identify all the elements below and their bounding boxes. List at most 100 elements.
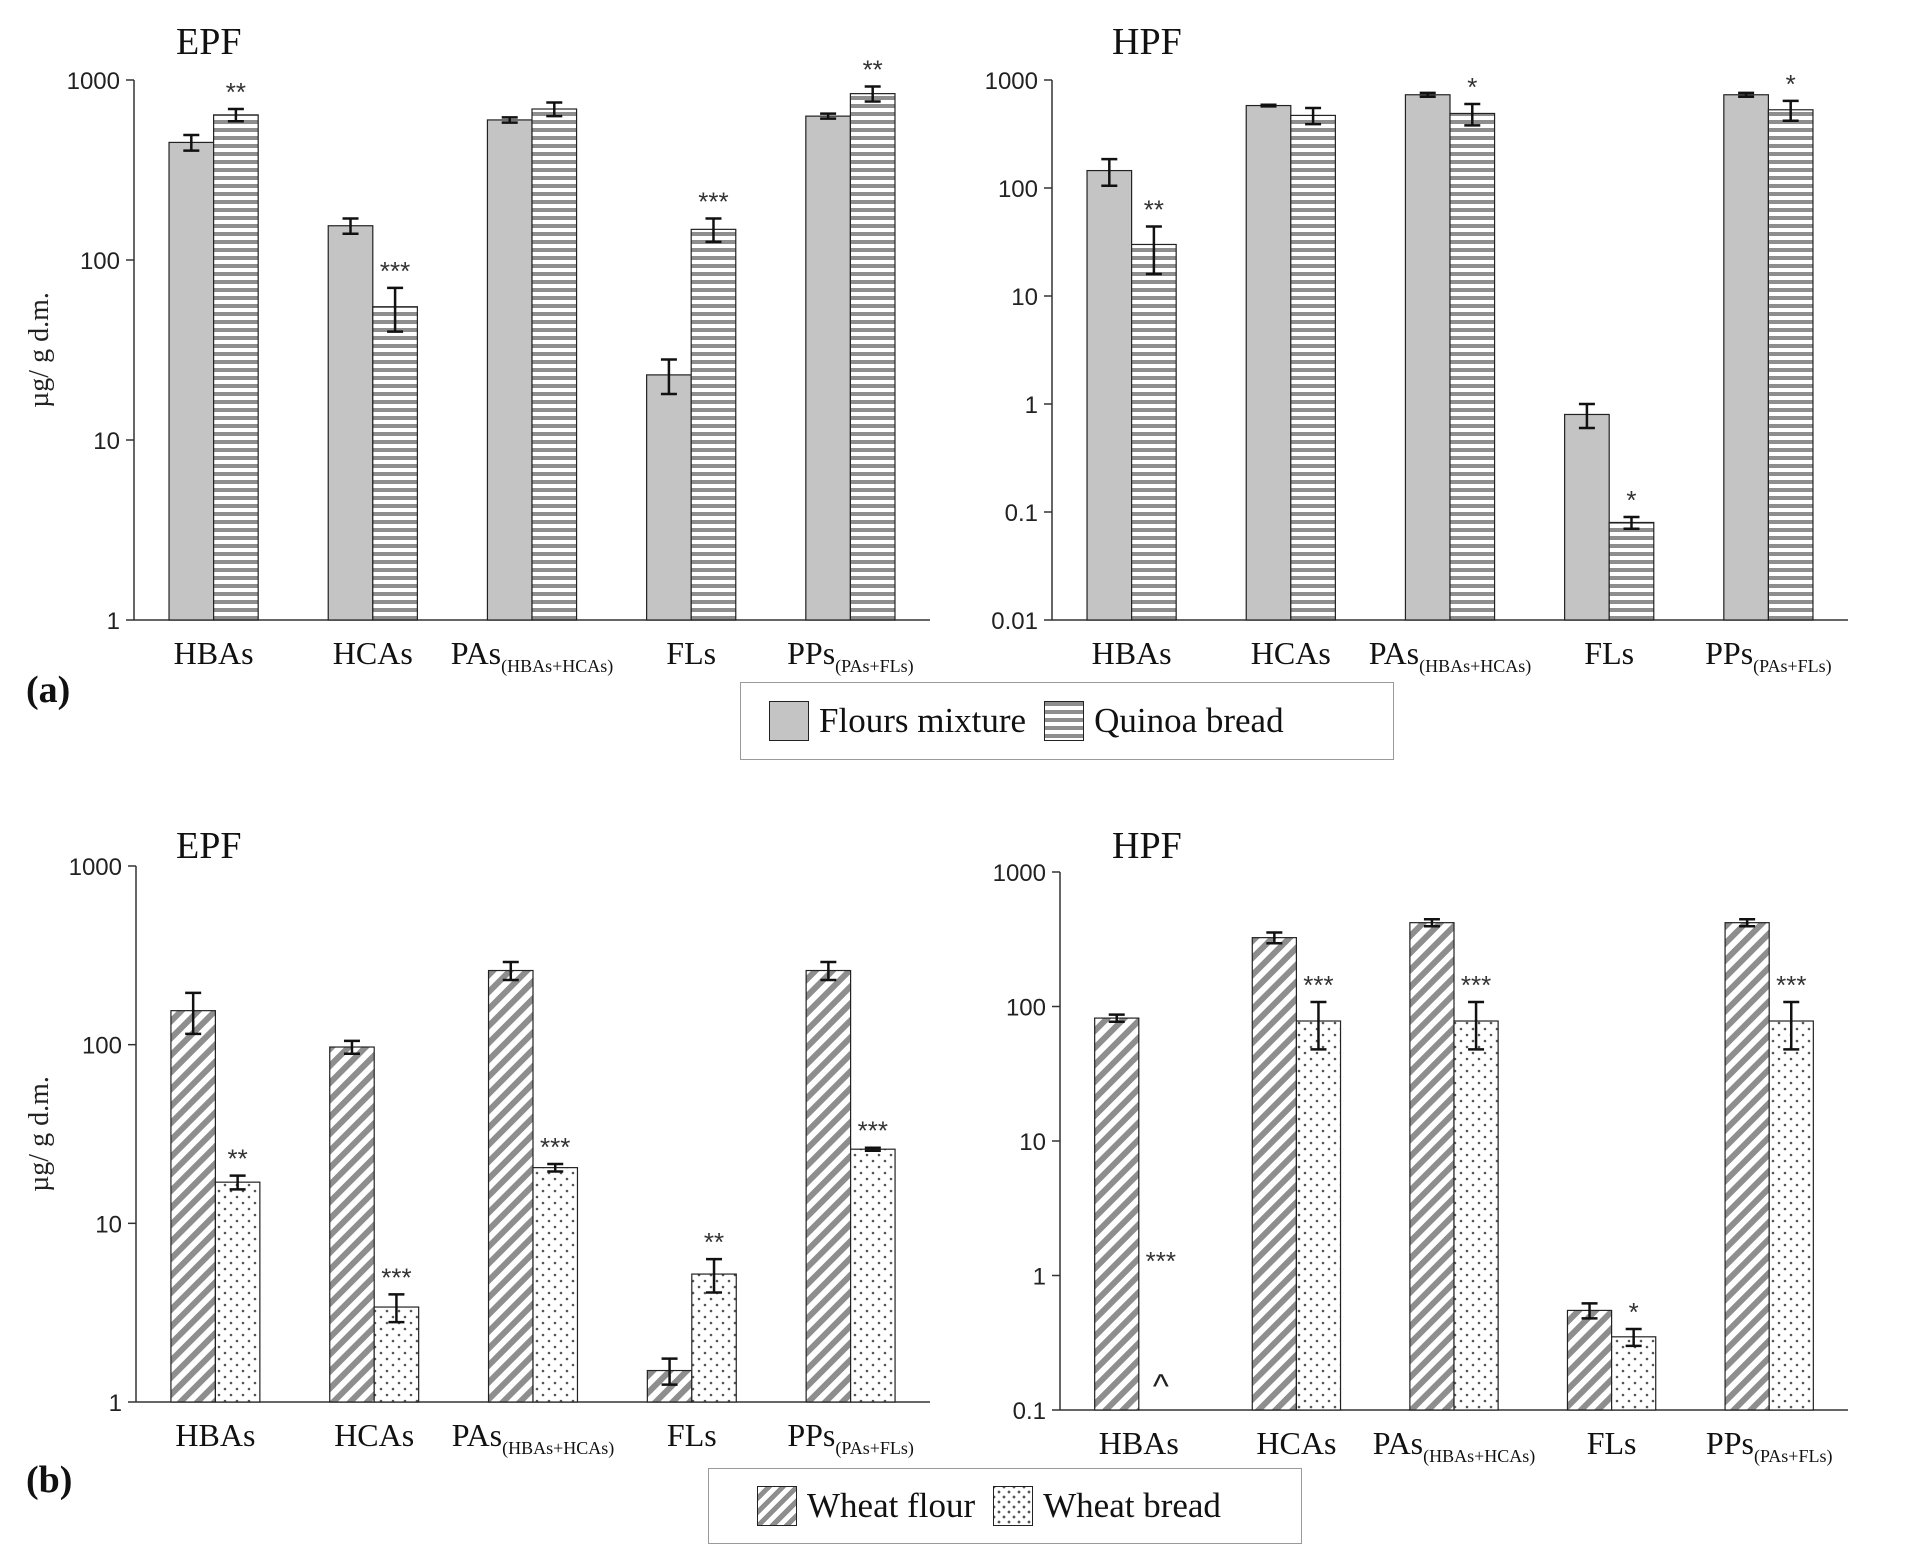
- panel-label-a: (a): [26, 669, 71, 711]
- x-tick-label: PAs(HBAs+HCAs): [451, 635, 614, 677]
- x-tick-subscript: (PAs+FLs): [835, 1438, 914, 1459]
- y-axis-label: µg/ g d.m.: [24, 292, 55, 408]
- y-tick-label: 10: [93, 428, 120, 455]
- bar-dots: [849, 1148, 896, 1403]
- bar-hstripe: [690, 228, 737, 621]
- x-tick-label: PPs(PAs+FLs): [1705, 635, 1832, 677]
- bar-diag: [329, 1046, 375, 1403]
- y-tick-label: 1000: [993, 860, 1046, 887]
- x-tick-label: HBAs: [1092, 635, 1172, 671]
- y-tick-label: 1: [1033, 1264, 1046, 1291]
- x-tick-subscript: (PAs+FLs): [835, 656, 914, 677]
- x-tick-main: PAs: [451, 635, 501, 671]
- legend-label: Wheat flour: [807, 1486, 976, 1525]
- significance-label: **: [863, 55, 883, 85]
- x-tick-main: HBAs: [1099, 1425, 1179, 1461]
- x-tick-main: PPs: [1706, 1425, 1754, 1461]
- bar-gray: [805, 115, 851, 621]
- y-tick-label: 100: [80, 248, 120, 275]
- significance-label: ***: [1776, 970, 1806, 1000]
- y-tick-label: 10: [1019, 1129, 1046, 1156]
- bar-hstripe: [372, 306, 418, 621]
- bar-hstripe: [1608, 521, 1655, 621]
- x-tick-label: PAs(HBAs+HCAs): [1373, 1425, 1536, 1467]
- not-detected-mark: ^: [1153, 1368, 1169, 1406]
- legend-label: Quinoa bread: [1094, 701, 1284, 740]
- chart-title: HPF: [1112, 825, 1182, 867]
- bar-dots: [1295, 1020, 1342, 1411]
- x-tick-label: PAs(HBAs+HCAs): [1369, 635, 1532, 677]
- legend-item-quinoa-bread: Quinoa bread: [1044, 701, 1284, 741]
- bar-gray: [1564, 413, 1610, 621]
- legend-swatch-gray: [769, 701, 809, 741]
- significance-label: **: [704, 1227, 724, 1257]
- x-tick-subscript: (PAs+FLs): [1753, 656, 1832, 677]
- significance-label: ***: [540, 1132, 570, 1162]
- chart-title: EPF: [176, 825, 241, 867]
- legend-label: Wheat bread: [1043, 1486, 1221, 1525]
- bar-hstripe: [849, 93, 896, 621]
- y-tick-label: 1: [109, 1390, 122, 1417]
- x-tick-label: HCAs: [1256, 1425, 1336, 1461]
- x-tick-label: PPs(PAs+FLs): [787, 1417, 914, 1459]
- legend-bottom: Wheat flour Wheat bread: [708, 1468, 1302, 1544]
- y-tick-label: 1: [107, 608, 120, 635]
- y-tick-label: 1: [1025, 392, 1038, 419]
- y-tick-label: 0.01: [991, 608, 1038, 635]
- bar-diag: [1566, 1309, 1613, 1411]
- bar-diag: [1724, 922, 1770, 1411]
- x-tick-label: HBAs: [174, 635, 254, 671]
- x-tick-label: FLs: [667, 1417, 717, 1453]
- x-tick-main: PAs: [1373, 1425, 1423, 1461]
- significance-label: **: [226, 77, 246, 107]
- bar-gray: [327, 225, 374, 621]
- bar-gray: [1404, 94, 1451, 621]
- bar-dots: [1453, 1020, 1499, 1411]
- legend-swatch-hstripe: [1044, 701, 1085, 741]
- bar-diag: [1251, 937, 1297, 1411]
- bar-diag: [805, 969, 852, 1403]
- panel-label-b: (b): [26, 1459, 73, 1501]
- x-tick-subscript: (PAs+FLs): [1754, 1446, 1833, 1467]
- y-axis-label: µg/ g d.m.: [24, 1076, 55, 1192]
- x-tick-label: FLs: [666, 635, 716, 671]
- bar-gray: [1086, 169, 1133, 621]
- chart-4: HPF 0.1 1 10 100 1000 HBAs *** ^ HCAs *** PAs(HBAs+…: [993, 825, 1848, 1467]
- bar-hstripe: [1130, 243, 1177, 621]
- significance-label: **: [1144, 195, 1164, 225]
- x-tick-label: HBAs: [1099, 1425, 1179, 1461]
- bar-dots: [532, 1167, 579, 1403]
- x-tick-label: FLs: [1587, 1425, 1637, 1461]
- x-tick-subscript: (HBAs+HCAs): [1423, 1446, 1535, 1467]
- bar-hstripe: [1290, 114, 1336, 621]
- legend-label: Flours mixture: [819, 701, 1027, 740]
- y-tick-label: 10: [1011, 284, 1038, 311]
- x-tick-subscript: (HBAs+HCAs): [502, 1438, 614, 1459]
- bar-hstripe: [1767, 109, 1814, 621]
- x-tick-main: HBAs: [175, 1417, 255, 1453]
- significance-label: ***: [698, 187, 728, 217]
- legend-item-wheat-flour: Wheat flour: [757, 1486, 975, 1526]
- x-tick-label: HCAs: [334, 1417, 414, 1453]
- x-tick-label: HCAs: [1251, 635, 1331, 671]
- bar-diag: [487, 969, 534, 1403]
- legend-top: Flours mixture Quinoa bread: [740, 682, 1394, 760]
- x-tick-label: PPs(PAs+FLs): [1706, 1425, 1833, 1467]
- significance-label: ***: [858, 1116, 888, 1146]
- bar-gray: [646, 374, 692, 621]
- x-tick-main: PAs: [1369, 635, 1419, 671]
- x-tick-main: FLs: [667, 1417, 717, 1453]
- y-tick-label: 10: [95, 1211, 122, 1238]
- significance-label: *: [1786, 69, 1796, 99]
- bar-gray: [486, 119, 533, 621]
- legend-item-wheat-bread: Wheat bread: [993, 1486, 1221, 1526]
- y-tick-label: 1000: [67, 68, 120, 95]
- x-tick-main: HBAs: [174, 635, 254, 671]
- chart-title: HPF: [1112, 21, 1182, 63]
- bar-hstripe: [531, 108, 578, 621]
- x-tick-label: FLs: [1584, 635, 1634, 671]
- x-tick-label: HCAs: [333, 635, 413, 671]
